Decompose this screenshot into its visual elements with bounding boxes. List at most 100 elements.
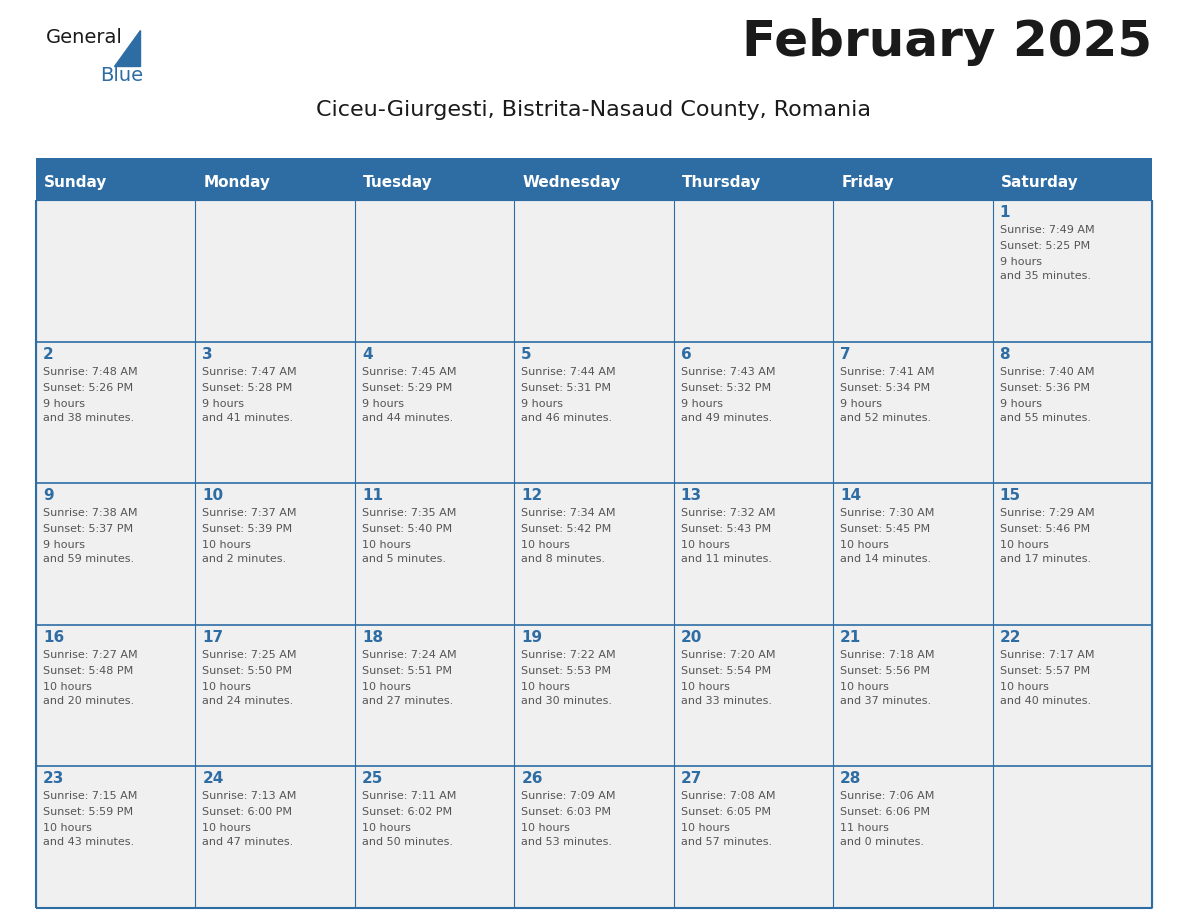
Text: Sunrise: 7:49 AM: Sunrise: 7:49 AM — [999, 225, 1094, 235]
Text: 9 hours: 9 hours — [522, 398, 563, 409]
Text: Sunset: 5:50 PM: Sunset: 5:50 PM — [202, 666, 292, 676]
Text: Sunrise: 7:34 AM: Sunrise: 7:34 AM — [522, 509, 615, 518]
Text: Sunrise: 7:17 AM: Sunrise: 7:17 AM — [999, 650, 1094, 660]
Text: Sunrise: 7:18 AM: Sunrise: 7:18 AM — [840, 650, 935, 660]
Text: Ciceu-Giurgesti, Bistrita-Nasaud County, Romania: Ciceu-Giurgesti, Bistrita-Nasaud County,… — [316, 100, 872, 120]
Text: and 14 minutes.: and 14 minutes. — [840, 554, 931, 565]
Text: Sunset: 6:03 PM: Sunset: 6:03 PM — [522, 808, 612, 817]
Text: 13: 13 — [681, 488, 702, 503]
Text: Sunrise: 7:37 AM: Sunrise: 7:37 AM — [202, 509, 297, 518]
Text: 21: 21 — [840, 630, 861, 644]
Text: Sunrise: 7:32 AM: Sunrise: 7:32 AM — [681, 509, 776, 518]
Text: Sunrise: 7:20 AM: Sunrise: 7:20 AM — [681, 650, 776, 660]
Text: 11: 11 — [362, 488, 383, 503]
Text: and 37 minutes.: and 37 minutes. — [840, 696, 931, 706]
Text: 10 hours: 10 hours — [202, 540, 252, 550]
Text: and 11 minutes.: and 11 minutes. — [681, 554, 772, 565]
Text: Sunset: 5:59 PM: Sunset: 5:59 PM — [43, 808, 133, 817]
Text: and 20 minutes.: and 20 minutes. — [43, 696, 134, 706]
Text: General: General — [46, 28, 122, 47]
Text: 5: 5 — [522, 347, 532, 362]
Text: Sunset: 5:34 PM: Sunset: 5:34 PM — [840, 383, 930, 393]
Text: 10 hours: 10 hours — [522, 823, 570, 834]
Text: 9 hours: 9 hours — [681, 398, 722, 409]
Text: Sunrise: 7:25 AM: Sunrise: 7:25 AM — [202, 650, 297, 660]
Text: Sunset: 5:29 PM: Sunset: 5:29 PM — [362, 383, 453, 393]
Text: 15: 15 — [999, 488, 1020, 503]
Text: Sunset: 5:54 PM: Sunset: 5:54 PM — [681, 666, 771, 676]
Text: Sunset: 5:25 PM: Sunset: 5:25 PM — [999, 241, 1089, 251]
Text: Sunset: 5:28 PM: Sunset: 5:28 PM — [202, 383, 292, 393]
Text: Sunrise: 7:29 AM: Sunrise: 7:29 AM — [999, 509, 1094, 518]
Text: 10 hours: 10 hours — [202, 823, 252, 834]
Text: Sunset: 5:46 PM: Sunset: 5:46 PM — [999, 524, 1089, 534]
Text: 10 hours: 10 hours — [43, 823, 91, 834]
Text: and 59 minutes.: and 59 minutes. — [43, 554, 134, 565]
Text: 20: 20 — [681, 630, 702, 644]
Text: Saturday: Saturday — [1000, 174, 1079, 189]
Text: Sunrise: 7:27 AM: Sunrise: 7:27 AM — [43, 650, 138, 660]
Text: Wednesday: Wednesday — [523, 174, 620, 189]
Text: 22: 22 — [999, 630, 1020, 644]
Text: 10 hours: 10 hours — [522, 540, 570, 550]
Text: and 47 minutes.: and 47 minutes. — [202, 837, 293, 847]
Text: Sunset: 5:43 PM: Sunset: 5:43 PM — [681, 524, 771, 534]
Text: Blue: Blue — [100, 66, 143, 85]
Text: Friday: Friday — [841, 174, 893, 189]
Text: Sunset: 5:36 PM: Sunset: 5:36 PM — [999, 383, 1089, 393]
Text: Sunset: 5:39 PM: Sunset: 5:39 PM — [202, 524, 292, 534]
Bar — [36, 158, 1152, 164]
Text: and 5 minutes.: and 5 minutes. — [362, 554, 446, 565]
Text: and 49 minutes.: and 49 minutes. — [681, 412, 772, 422]
Text: 11 hours: 11 hours — [840, 823, 889, 834]
Text: Sunset: 5:26 PM: Sunset: 5:26 PM — [43, 383, 133, 393]
Bar — [36, 164, 1152, 200]
Text: 27: 27 — [681, 771, 702, 787]
Text: Sunrise: 7:22 AM: Sunrise: 7:22 AM — [522, 650, 615, 660]
Text: 17: 17 — [202, 630, 223, 644]
Text: Sunrise: 7:15 AM: Sunrise: 7:15 AM — [43, 791, 138, 801]
Text: Sunrise: 7:41 AM: Sunrise: 7:41 AM — [840, 366, 935, 376]
Text: Sunset: 5:31 PM: Sunset: 5:31 PM — [522, 383, 612, 393]
Text: Sunrise: 7:06 AM: Sunrise: 7:06 AM — [840, 791, 935, 801]
Text: 10 hours: 10 hours — [362, 823, 411, 834]
Text: Sunset: 5:37 PM: Sunset: 5:37 PM — [43, 524, 133, 534]
Text: and 44 minutes.: and 44 minutes. — [362, 412, 453, 422]
Text: Sunset: 5:42 PM: Sunset: 5:42 PM — [522, 524, 612, 534]
Text: Sunset: 5:45 PM: Sunset: 5:45 PM — [840, 524, 930, 534]
Text: 3: 3 — [202, 347, 213, 362]
Text: 9 hours: 9 hours — [999, 398, 1042, 409]
Text: and 27 minutes.: and 27 minutes. — [362, 696, 453, 706]
Text: Sunset: 5:40 PM: Sunset: 5:40 PM — [362, 524, 451, 534]
Text: Thursday: Thursday — [682, 174, 762, 189]
Text: and 17 minutes.: and 17 minutes. — [999, 554, 1091, 565]
Text: 9: 9 — [43, 488, 53, 503]
Text: Sunrise: 7:47 AM: Sunrise: 7:47 AM — [202, 366, 297, 376]
Text: 9 hours: 9 hours — [43, 398, 86, 409]
Text: Sunrise: 7:30 AM: Sunrise: 7:30 AM — [840, 509, 935, 518]
Text: Sunrise: 7:09 AM: Sunrise: 7:09 AM — [522, 791, 615, 801]
Text: 12: 12 — [522, 488, 543, 503]
Text: 10 hours: 10 hours — [840, 682, 889, 692]
Text: and 2 minutes.: and 2 minutes. — [202, 554, 286, 565]
Text: 19: 19 — [522, 630, 543, 644]
Text: Sunrise: 7:44 AM: Sunrise: 7:44 AM — [522, 366, 615, 376]
Text: 10 hours: 10 hours — [362, 682, 411, 692]
Text: 4: 4 — [362, 347, 373, 362]
Text: February 2025: February 2025 — [741, 18, 1152, 66]
Text: and 8 minutes.: and 8 minutes. — [522, 554, 606, 565]
Text: and 24 minutes.: and 24 minutes. — [202, 696, 293, 706]
Text: and 53 minutes.: and 53 minutes. — [522, 837, 612, 847]
Text: Sunset: 6:06 PM: Sunset: 6:06 PM — [840, 808, 930, 817]
Text: 10 hours: 10 hours — [681, 540, 729, 550]
Text: and 40 minutes.: and 40 minutes. — [999, 696, 1091, 706]
Text: Sunset: 6:02 PM: Sunset: 6:02 PM — [362, 808, 451, 817]
Text: Sunset: 5:51 PM: Sunset: 5:51 PM — [362, 666, 451, 676]
Text: 8: 8 — [999, 347, 1010, 362]
Text: Sunrise: 7:40 AM: Sunrise: 7:40 AM — [999, 366, 1094, 376]
Text: and 50 minutes.: and 50 minutes. — [362, 837, 453, 847]
Text: Sunday: Sunday — [44, 174, 107, 189]
Text: Monday: Monday — [203, 174, 271, 189]
Text: and 41 minutes.: and 41 minutes. — [202, 412, 293, 422]
Text: and 35 minutes.: and 35 minutes. — [999, 271, 1091, 281]
